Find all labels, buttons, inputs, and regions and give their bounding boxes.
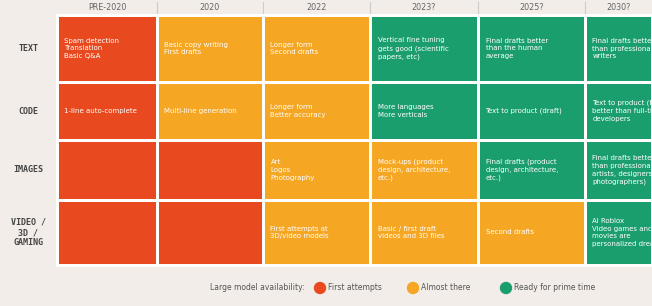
Text: Final drafts better
than the human
average: Final drafts better than the human avera… — [486, 38, 548, 59]
Text: Spam detection
Translation
Basic Q&A: Spam detection Translation Basic Q&A — [65, 38, 119, 59]
Bar — [479, 201, 584, 263]
Bar — [59, 141, 155, 199]
Bar — [158, 84, 261, 139]
Text: Mock-ups (product
design, architecture,
etc.): Mock-ups (product design, architecture, … — [378, 159, 450, 181]
Text: Vertical fine tuning
gets good (scientific
papers, etc): Vertical fine tuning gets good (scientif… — [378, 37, 449, 60]
Text: IMAGES: IMAGES — [14, 166, 44, 174]
Text: 1-line auto-complete: 1-line auto-complete — [65, 108, 138, 114]
Text: First attempts at
3D/video models: First attempts at 3D/video models — [271, 226, 329, 239]
Bar — [372, 84, 477, 139]
Bar — [479, 141, 584, 199]
Text: 2020: 2020 — [200, 3, 220, 12]
Circle shape — [501, 282, 512, 293]
Bar — [265, 141, 368, 199]
Text: Multi-line generation: Multi-line generation — [164, 108, 237, 114]
Bar — [587, 17, 651, 80]
Bar — [587, 141, 651, 199]
Bar — [59, 201, 155, 263]
Text: Final drafts better
than professional
writers: Final drafts better than professional wr… — [593, 38, 652, 59]
Bar — [59, 17, 155, 80]
Text: 2030?: 2030? — [606, 3, 630, 12]
Text: Large model availability:: Large model availability: — [210, 283, 304, 293]
Bar — [265, 17, 368, 80]
Bar — [587, 84, 651, 139]
Bar — [59, 84, 155, 139]
Text: Longer form
Second drafts: Longer form Second drafts — [271, 42, 319, 55]
Bar — [158, 141, 261, 199]
Text: Art
Logos
Photography: Art Logos Photography — [271, 159, 315, 181]
Text: Basic copy writing
First drafts: Basic copy writing First drafts — [164, 42, 228, 55]
Text: Final drafts (product
design, architecture,
etc.): Final drafts (product design, architectu… — [486, 159, 558, 181]
Bar — [372, 201, 477, 263]
Text: Second drafts: Second drafts — [486, 230, 533, 236]
Text: Basic / first draft
videos and 3D files: Basic / first draft videos and 3D files — [378, 226, 444, 239]
Bar — [479, 84, 584, 139]
Text: Final drafts better
than professional
artists, designers,
photographers): Final drafts better than professional ar… — [593, 155, 652, 185]
Text: VIDEO /
3D /
GAMING: VIDEO / 3D / GAMING — [11, 218, 46, 247]
Circle shape — [408, 282, 419, 293]
Text: Ready for prime time: Ready for prime time — [514, 283, 595, 293]
Text: Text to product (final),
better than full-time
developers: Text to product (final), better than ful… — [593, 100, 652, 122]
Text: AI Roblox
Video games and
movies are
personalized dreams: AI Roblox Video games and movies are per… — [593, 218, 652, 247]
Text: More languages
More verticals: More languages More verticals — [378, 104, 433, 118]
Bar — [158, 17, 261, 80]
Text: TEXT: TEXT — [18, 44, 38, 53]
Circle shape — [314, 282, 325, 293]
Text: 2025?: 2025? — [519, 3, 544, 12]
Text: Longer form
Better accuracy: Longer form Better accuracy — [271, 104, 326, 118]
Bar — [479, 17, 584, 80]
Bar — [372, 141, 477, 199]
Text: 2022: 2022 — [306, 3, 327, 12]
Bar — [158, 201, 261, 263]
Bar — [265, 201, 368, 263]
Text: First attempts: First attempts — [328, 283, 382, 293]
Bar — [587, 201, 651, 263]
Text: 2023?: 2023? — [412, 3, 436, 12]
Text: CODE: CODE — [18, 106, 38, 115]
Text: Text to product (draft): Text to product (draft) — [486, 108, 562, 114]
Bar — [372, 17, 477, 80]
Text: PRE-2020: PRE-2020 — [88, 3, 126, 12]
Bar — [265, 84, 368, 139]
Text: Almost there: Almost there — [421, 283, 470, 293]
